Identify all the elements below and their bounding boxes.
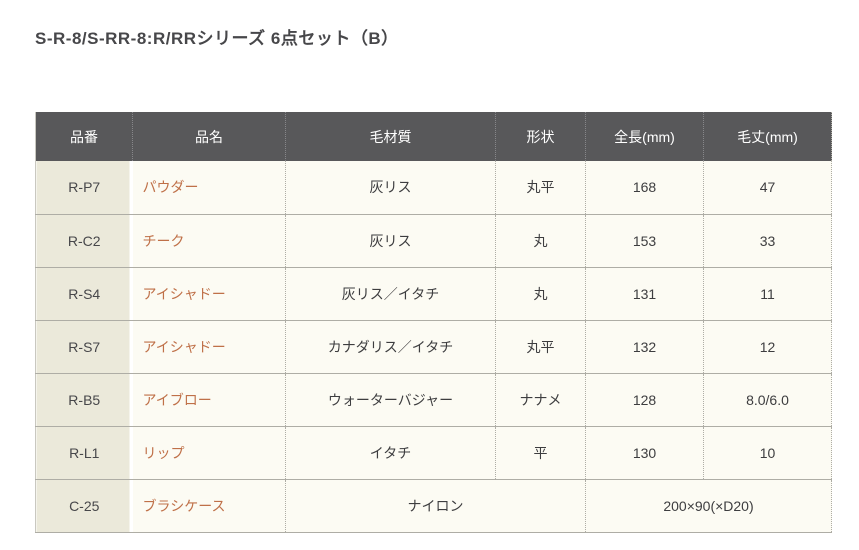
cell-length-mm: 168 (585, 161, 704, 215)
cell-product-name: アイシャドー (132, 320, 286, 374)
cell-product-name: アイシャドー (132, 267, 286, 321)
cell-product-code: C-25 (35, 479, 133, 533)
cell-material: 灰リス (285, 214, 496, 268)
cell-length-mm: 132 (585, 320, 704, 374)
column-header-length-mm: 全長(mm) (585, 112, 704, 161)
cell-length-mm: 128 (585, 373, 704, 427)
table-body: R-P7 パウダー 灰リス 丸平 168 47 R-C2 チーク 灰リス丸 153 33 R-S4 アイ… (35, 161, 832, 533)
cell-product-name: アイブロー (132, 373, 286, 427)
cell-material: イタチ (285, 426, 496, 480)
cell-shape: 丸平 (495, 320, 586, 374)
cell-product-code: R-P7 (35, 161, 133, 215)
cell-hair-length-mm: 11 (703, 267, 832, 321)
cell-hair-length-mm: 8.0/6.0 (703, 373, 832, 427)
cell-product-code: R-S7 (35, 320, 133, 374)
cell-length-mm: 130 (585, 426, 704, 480)
product-spec-table: 品番 品名 毛材質 形状 全長(mm) 毛丈(mm) R-P7 パウダー 灰リス 丸平 168 47… (35, 112, 832, 533)
cell-shape: 丸 (495, 267, 586, 321)
cell-material: ウォーターバジャー (285, 373, 496, 427)
cell-hair-length-mm: 12 (703, 320, 832, 374)
cell-product-name: チーク (132, 214, 286, 268)
cell-product-code: R-S4 (35, 267, 133, 321)
cell-shape: ナナメ (495, 373, 586, 427)
cell-shape: 平 (495, 426, 586, 480)
table-row: R-L1 リップ イタチ平 130 10 (35, 426, 832, 480)
table-row: R-B5 アイブロー ウォーターバジャー ナナメ 128 8.0/6.0 (35, 373, 832, 427)
cell-product-name: ブラシケース (132, 479, 286, 533)
cell-product-code: R-L1 (35, 426, 133, 480)
table-header: 品番 品名 毛材質 形状 全長(mm) 毛丈(mm) (35, 112, 832, 161)
cell-material: 灰リス (285, 161, 496, 215)
cell-product-code: R-C2 (35, 214, 133, 268)
cell-shape: 丸平 (495, 161, 586, 215)
cell-material: ナイロン (285, 479, 586, 533)
cell-material: 灰リス／イタチ (285, 267, 496, 321)
cell-hair-length-mm: 33 (703, 214, 832, 268)
cell-hair-length-mm: 47 (703, 161, 832, 215)
table-row: R-P7 パウダー 灰リス 丸平 168 47 (35, 161, 832, 215)
cell-length-mm: 131 (585, 267, 704, 321)
cell-length-mm: 153 (585, 214, 704, 268)
column-header-product-code: 品番 (35, 112, 133, 161)
cell-length-mm: 200×90(×D20) (585, 479, 832, 533)
column-header-shape: 形状 (495, 112, 586, 161)
table-row: R-S4 アイシャドー 灰リス／イタチ丸 131 11 (35, 267, 832, 321)
column-header-hair-length-mm: 毛丈(mm) (703, 112, 832, 161)
cell-product-name: リップ (132, 426, 286, 480)
table-row: R-C2 チーク 灰リス丸 153 33 (35, 214, 832, 268)
cell-hair-length-mm: 10 (703, 426, 832, 480)
cell-material: カナダリス／イタチ (285, 320, 496, 374)
table-row: R-S7 アイシャドー カナダリス／イタチ 丸平 132 12 (35, 320, 832, 374)
table-row: C-25 ブラシケース ナイロン 200×90(×D20) (35, 479, 832, 533)
header-row: 品番 品名 毛材質 形状 全長(mm) 毛丈(mm) (35, 112, 832, 161)
cell-shape: 丸 (495, 214, 586, 268)
cell-product-code: R-B5 (35, 373, 133, 427)
column-header-product-name: 品名 (132, 112, 286, 161)
cell-product-name: パウダー (132, 161, 286, 215)
column-header-material: 毛材質 (285, 112, 496, 161)
page-title: S-R-8/S-RR-8:R/RRシリーズ 6点セット（B） (35, 29, 399, 48)
